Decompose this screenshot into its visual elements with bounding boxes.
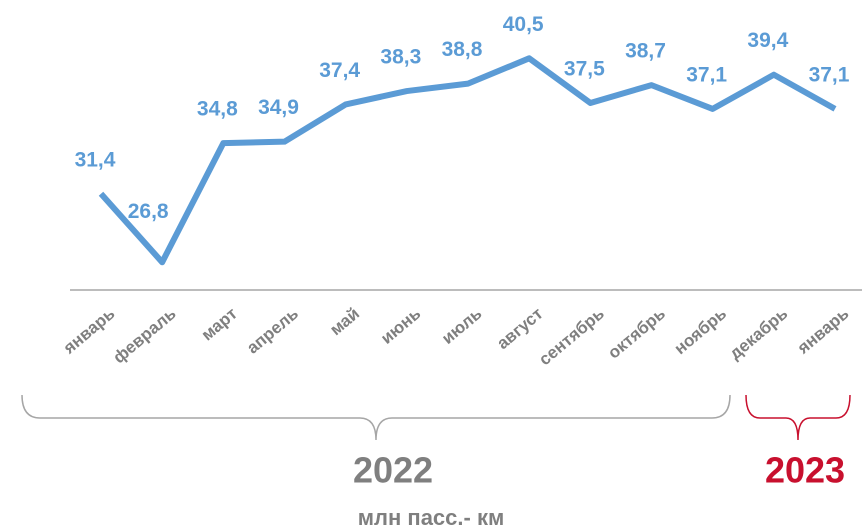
year-label: 2022 [353,450,433,491]
x-tick-label: январь [793,304,852,358]
value-label: 37,1 [809,63,850,86]
value-label: 31,4 [75,148,116,171]
x-tick-label: апрель [243,304,302,358]
x-tick-label: сентябрь [535,304,608,369]
value-label: 38,8 [442,38,483,61]
value-label: 39,4 [747,29,788,52]
value-label: 37,5 [564,58,605,81]
value-label: 37,4 [319,59,360,82]
x-tick-label: декабрь [726,304,791,363]
unit-label: млн пасс.- км [358,505,504,530]
value-label: 34,9 [258,96,299,119]
data-line [98,55,837,266]
x-tick-label: июль [438,304,485,348]
x-tick-label: ноябрь [671,304,730,358]
brace-2023 [745,394,851,441]
x-tick-label: октябрь [604,304,669,363]
value-label: 40,5 [503,13,544,36]
x-tick-label: март [198,304,241,344]
year-label: 2023 [765,450,845,491]
value-label: 38,3 [380,46,421,69]
value-label: 34,8 [197,98,238,121]
brace-2022 [21,394,731,441]
value-label: 26,8 [128,200,169,223]
x-tick-label: февраль [109,304,179,367]
x-tick-label: май [326,304,363,339]
value-label: 37,1 [686,63,727,86]
value-label: 38,7 [625,40,666,63]
x-tick-label: июнь [377,304,424,348]
x-tick-label: январь [59,304,118,358]
x-tick-label: август [493,304,546,353]
